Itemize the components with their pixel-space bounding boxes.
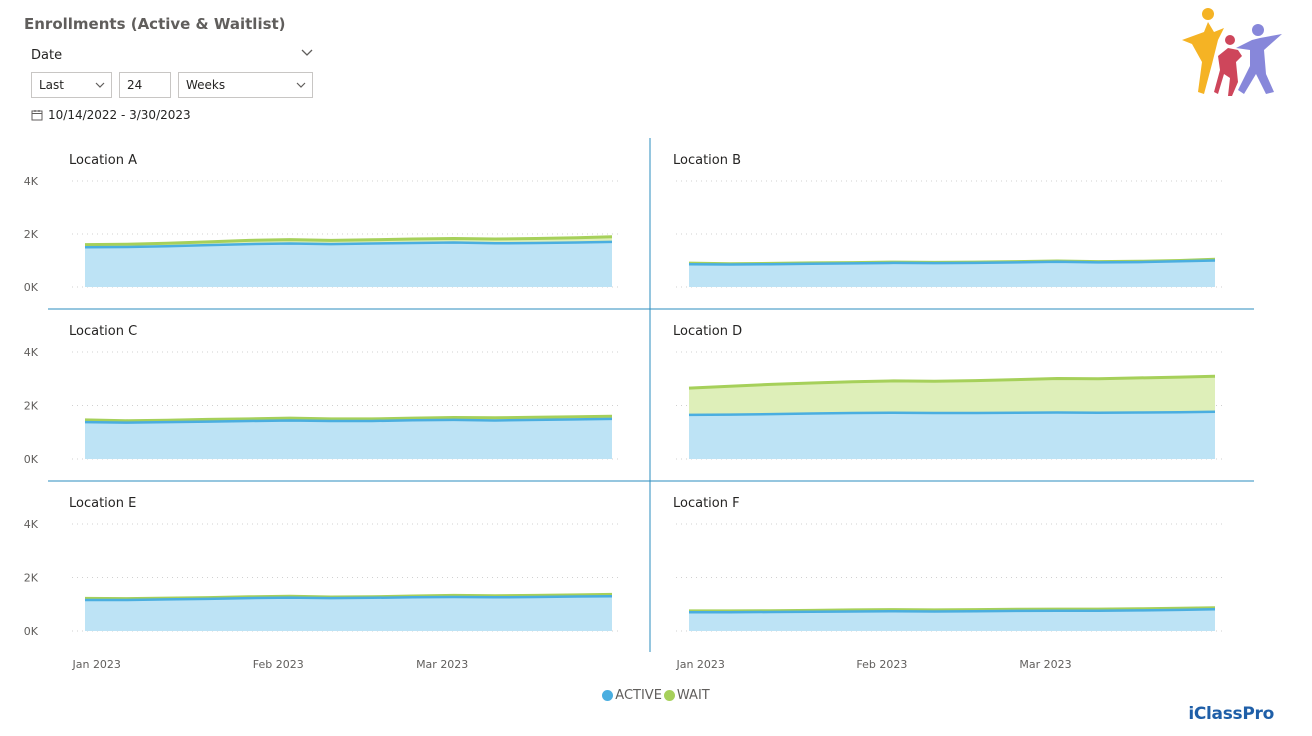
panel-title: Location E (69, 496, 136, 511)
legend: ACTIVE WAIT (0, 688, 1312, 703)
active-line (688, 410, 1216, 417)
y-tick-label: 0K (24, 281, 39, 294)
active-area (689, 609, 1215, 631)
active-line (84, 417, 613, 424)
wait-line (689, 606, 1216, 613)
kids-logo-icon (1182, 8, 1282, 96)
page-title: Enrollments (Active & Waitlist) (24, 15, 286, 33)
x-tick-label: Feb 2023 (253, 658, 304, 671)
wait-area (689, 376, 1215, 415)
active-area (85, 241, 612, 287)
y-tick-label: 4K (24, 346, 39, 359)
panel-location-b: Location B (673, 153, 1224, 288)
relative-mode-value: Last (39, 78, 64, 92)
wait-line (688, 374, 1216, 390)
panel-title: Location A (69, 153, 137, 168)
y-tick-label: 2K (24, 572, 39, 585)
wait-line (84, 235, 613, 247)
x-tick-label: Feb 2023 (856, 658, 907, 671)
y-tick-label: 0K (24, 625, 39, 638)
x-tick-label: Jan 2023 (71, 658, 120, 671)
panel-title: Location D (673, 324, 742, 339)
active-line (689, 608, 1216, 614)
x-tick-label: Mar 2023 (416, 658, 468, 671)
chevron-down-icon (296, 82, 306, 88)
relative-unit-dropdown[interactable]: Weeks (178, 72, 313, 98)
date-range: 10/14/2022 - 3/30/2023 (31, 108, 191, 122)
relative-mode-dropdown[interactable]: Last (31, 72, 112, 98)
y-tick-label: 2K (24, 228, 39, 241)
active-area (689, 411, 1215, 459)
active-area (85, 596, 612, 631)
panel-location-a: Location A 0K 2K 4K (24, 153, 620, 294)
y-tick-label: 2K (24, 400, 39, 413)
panel-location-d: Location D (673, 324, 1224, 460)
panel-title: Location C (69, 324, 137, 339)
relative-unit-value: Weeks (186, 78, 226, 92)
chevron-down-icon (95, 82, 105, 88)
legend-dot-active (602, 690, 614, 701)
date-slicer-label: Date (31, 48, 63, 63)
active-line (85, 594, 613, 602)
slicer-collapse-chevron-icon[interactable] (298, 44, 316, 62)
y-tick-label: 4K (24, 175, 39, 188)
wait-line (84, 414, 613, 423)
panel-title: Location F (673, 496, 740, 511)
relative-count-input[interactable]: 24 (119, 72, 171, 98)
active-line (84, 240, 613, 249)
date-range-text: 10/14/2022 - 3/30/2023 (48, 108, 191, 122)
y-tick-label: 4K (24, 518, 39, 531)
relative-count-value: 24 (127, 78, 143, 92)
active-line (688, 259, 1216, 266)
x-tick-label: Mar 2023 (1019, 658, 1071, 671)
active-area (85, 418, 612, 459)
panel-title: Location B (673, 153, 741, 168)
panel-location-c: Location C 0K 2K 4K (24, 324, 620, 466)
legend-label-active: ACTIVE (615, 688, 662, 703)
panel-location-f: Location F (673, 496, 1224, 632)
legend-label-wait: WAIT (676, 688, 710, 703)
brand-logo: iClassPro (1188, 704, 1274, 724)
x-tick-label: Jan 2023 (675, 658, 724, 671)
legend-item-wait[interactable]: WAIT (663, 688, 710, 703)
legend-item-active[interactable]: ACTIVE (602, 688, 662, 703)
legend-dot-wait (663, 690, 675, 701)
y-tick-label: 0K (24, 453, 39, 466)
active-area (689, 260, 1215, 287)
panel-location-e: Location E 0K 2K 4K (24, 496, 620, 638)
calendar-icon (31, 110, 43, 121)
